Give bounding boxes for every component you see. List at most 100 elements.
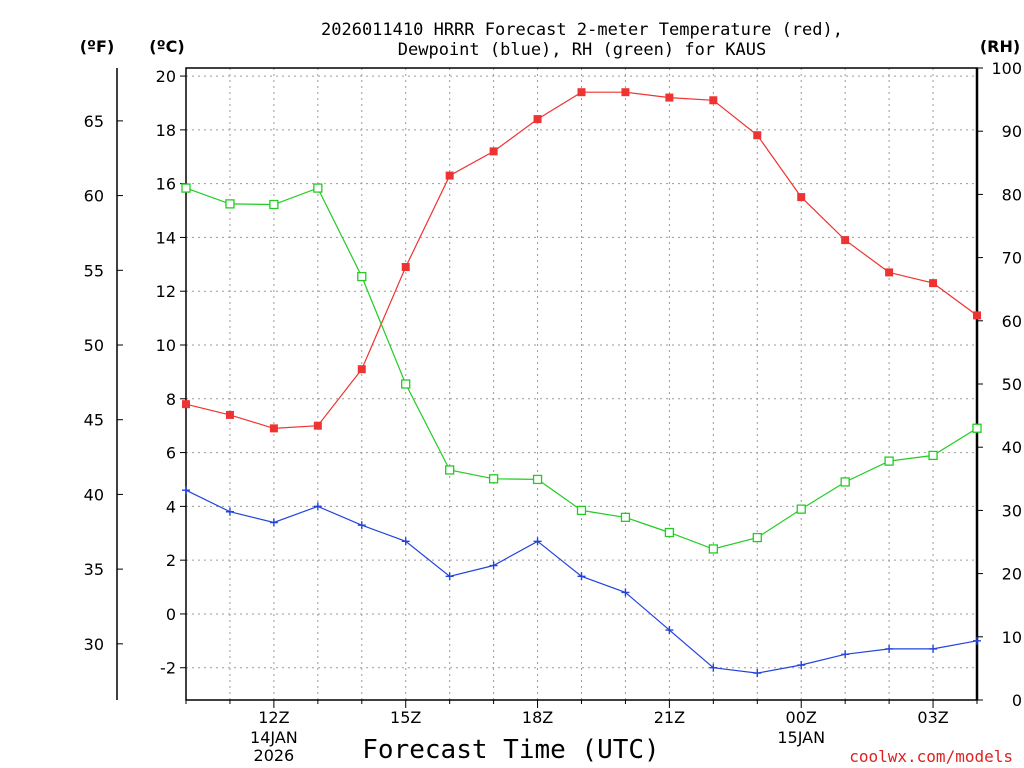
rh-point <box>357 271 367 282</box>
rh-point <box>532 474 543 485</box>
rh-point <box>225 199 235 209</box>
dewpoint-point <box>533 537 542 546</box>
temperature-point <box>665 93 674 102</box>
celsius-unit-label: (ºC) <box>149 37 184 56</box>
rh-point <box>488 474 499 484</box>
rh-point <box>576 505 587 516</box>
rh-point <box>313 183 323 193</box>
rh-unit-label: (RH) <box>980 37 1020 56</box>
temperature-point <box>577 88 586 97</box>
dewpoint-point <box>709 663 718 672</box>
credit-label: coolwx.com/models <box>849 747 1013 766</box>
x-tick-label: 18Z <box>522 708 553 727</box>
temperature-point <box>885 268 894 277</box>
rh-point <box>840 477 850 487</box>
x-tick-label: 15Z <box>390 708 421 727</box>
fahrenheit-tick-label: 40 <box>84 485 104 504</box>
celsius-tick-label: 10 <box>156 336 176 355</box>
dewpoint-point <box>973 636 981 645</box>
celsius-tick-label: 0 <box>166 605 176 624</box>
temperature-point <box>929 279 938 288</box>
fahrenheit-tick-label: 45 <box>84 411 104 430</box>
fahrenheit-unit-label: (ºF) <box>80 37 115 56</box>
rh-tick-label: 30 <box>1002 501 1022 520</box>
axes: -2 0 2 4 6 8 10 12 14 16 18 20 30 35 40 45 50 55 60 65 0 10 20… <box>84 59 1022 765</box>
celsius-tick-label: 18 <box>156 121 176 140</box>
celsius-tick-label: 4 <box>166 497 176 516</box>
temperature-point <box>269 424 278 433</box>
celsius-tick-label: 6 <box>166 444 176 463</box>
rh-point <box>928 450 938 461</box>
dewpoint-point <box>225 507 234 516</box>
rh-point <box>884 456 894 466</box>
chart-title-line-2: Dewpoint (blue), RH (green) for KAUS <box>398 40 766 60</box>
temperature-point <box>753 131 762 140</box>
rh-tick-label: 70 <box>1002 249 1022 268</box>
rh-point <box>664 527 675 538</box>
rh-point <box>620 512 631 523</box>
rh-tick-label: 90 <box>1002 122 1022 141</box>
temperature-point <box>225 410 234 419</box>
rh-tick-label: 40 <box>1002 438 1022 457</box>
chart-title-line-1: 2026011410 HRRR Forecast 2-meter Tempera… <box>321 20 843 40</box>
dewpoint-point <box>401 537 410 546</box>
celsius-tick-label: 16 <box>156 175 176 194</box>
x-tick-date-label: 14JAN <box>250 728 298 747</box>
fahrenheit-tick-label: 65 <box>84 112 104 131</box>
rh-point <box>752 532 762 543</box>
dewpoint-point <box>269 518 278 527</box>
gridlines <box>186 68 977 700</box>
fahrenheit-tick-label: 50 <box>84 336 104 355</box>
x-tick-label: 21Z <box>654 708 685 727</box>
x-tick-label: 12Z <box>258 708 289 727</box>
rh-point <box>445 465 455 475</box>
x-tick-label: 00Z <box>786 708 817 727</box>
rh-point <box>181 183 191 193</box>
rh-point <box>796 504 806 514</box>
dewpoint-point <box>797 661 806 670</box>
rh-tick-label: 100 <box>991 59 1022 78</box>
data-series <box>181 88 982 678</box>
temperature-point <box>621 88 630 97</box>
celsius-tick-label: 2 <box>166 551 176 570</box>
rh-tick-label: 60 <box>1002 312 1022 331</box>
celsius-tick-label: -2 <box>160 659 176 678</box>
temperature-point <box>489 147 498 156</box>
temperature-point <box>797 193 806 202</box>
dewpoint-point <box>929 644 938 653</box>
rh-point <box>972 423 982 433</box>
plot-frame <box>185 67 978 701</box>
rh-point <box>401 379 411 389</box>
celsius-tick-label: 14 <box>156 228 176 247</box>
rh-tick-label: 50 <box>1002 375 1022 394</box>
celsius-tick-label: 8 <box>166 390 176 409</box>
celsius-tick-label: 12 <box>156 282 176 301</box>
dewpoint-point <box>621 588 630 597</box>
rh-tick-label: 10 <box>1002 628 1022 647</box>
dewpoint-point <box>841 650 850 659</box>
temperature-point <box>401 263 410 272</box>
x-tick-date-label: 15JAN <box>777 728 825 747</box>
rh-tick-label: 80 <box>1002 185 1022 204</box>
rh-point <box>708 544 718 554</box>
temperature-point <box>709 96 718 105</box>
temperature-point <box>973 311 981 320</box>
dewpoint-point <box>753 669 762 678</box>
dewpoint-point <box>885 644 894 653</box>
fahrenheit-tick-label: 55 <box>84 261 104 280</box>
celsius-tick-label: 20 <box>156 67 176 86</box>
temperature-point <box>182 400 190 409</box>
fahrenheit-tick-label: 35 <box>84 560 104 579</box>
temperature-point <box>841 236 850 245</box>
x-axis-label: Forecast Time (UTC) <box>362 735 659 765</box>
dewpoint-point <box>357 521 366 530</box>
dewpoint-point <box>445 572 454 581</box>
temperature-point <box>313 421 322 430</box>
temperature-point <box>357 365 366 374</box>
temperature-point <box>533 115 542 124</box>
x-tick-label: 03Z <box>917 708 948 727</box>
rh-point <box>269 199 279 210</box>
dewpoint-point <box>665 626 674 635</box>
rh-tick-label: 20 <box>1002 565 1022 584</box>
